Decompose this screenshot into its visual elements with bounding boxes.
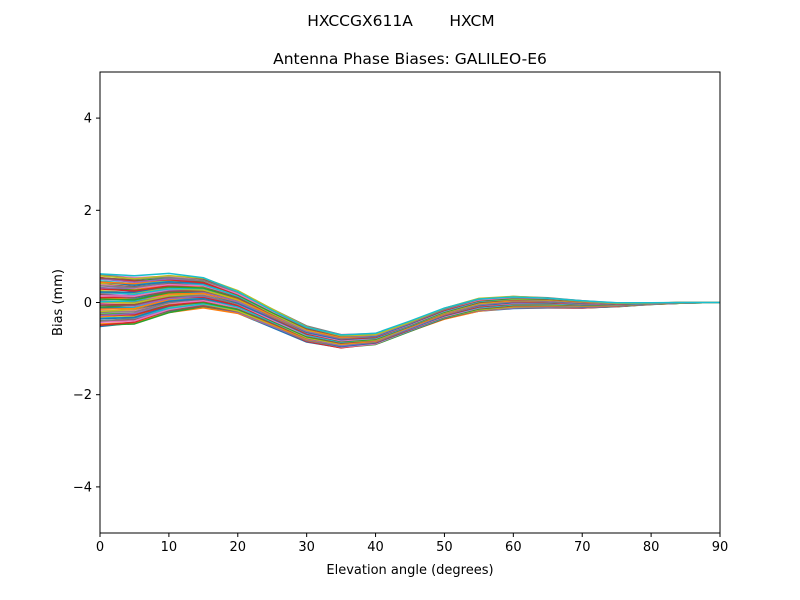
x-axis-label: Elevation angle (degrees) — [326, 563, 493, 578]
y-axis-label: Bias (mm) — [51, 269, 66, 336]
suptitle-receiver: HXCCGX611A — [307, 12, 413, 30]
x-tick-label: 30 — [298, 540, 315, 555]
x-axis: 0 10 20 30 40 50 60 70 80 90 — [96, 533, 728, 555]
x-tick-label: 70 — [574, 540, 591, 555]
y-tick-label: 4 — [84, 112, 92, 127]
y-tick-label: −2 — [73, 388, 92, 403]
x-tick-label: 80 — [643, 540, 660, 555]
x-tick-label: 40 — [367, 540, 384, 555]
y-tick-label: 0 — [84, 296, 92, 311]
x-tick-label: 60 — [505, 540, 522, 555]
plot-area — [99, 71, 721, 534]
x-tick-label: 0 — [96, 540, 104, 555]
x-tick-label: 10 — [161, 540, 178, 555]
suptitle-antenna: HXCM — [449, 12, 494, 30]
chart-title: Antenna Phase Biases: GALILEO-E6 — [273, 50, 547, 68]
y-axis: −4 −2 0 2 4 — [73, 112, 100, 495]
y-tick-label: 2 — [84, 204, 92, 219]
series-line — [100, 272, 720, 336]
y-tick-label: −4 — [73, 480, 92, 495]
x-tick-label: 50 — [436, 540, 453, 555]
x-tick-label: 20 — [230, 540, 247, 555]
series-group — [100, 272, 720, 349]
x-tick-label: 90 — [712, 540, 729, 555]
